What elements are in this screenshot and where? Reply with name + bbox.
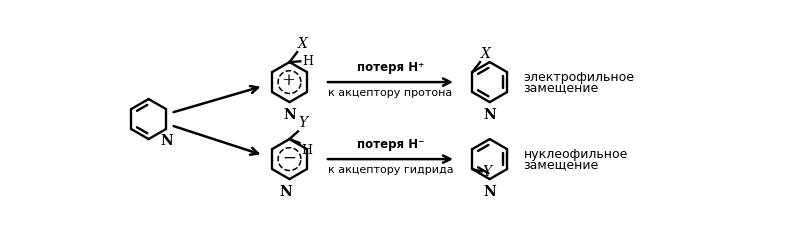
Text: Y: Y	[299, 116, 308, 130]
Text: +: +	[281, 72, 295, 89]
Text: нуклеофильное: нуклеофильное	[524, 148, 628, 161]
Text: N: N	[161, 134, 173, 149]
Text: −: −	[282, 150, 296, 167]
Text: H: H	[302, 55, 312, 68]
Text: к акцептору гидрида: к акцептору гидрида	[327, 165, 453, 175]
Text: электрофильное: электрофильное	[524, 71, 634, 84]
Text: X: X	[298, 36, 308, 51]
Text: N: N	[283, 108, 296, 122]
Text: замещение: замещение	[524, 82, 599, 95]
Text: потеря H⁺: потеря H⁺	[357, 61, 424, 74]
Text: потеря H⁻: потеря H⁻	[357, 138, 424, 151]
Text: X: X	[481, 47, 490, 61]
Text: N: N	[483, 185, 496, 199]
Text: Y: Y	[483, 165, 491, 179]
Text: N: N	[483, 108, 496, 122]
Text: H: H	[301, 144, 312, 157]
Text: N: N	[279, 185, 292, 199]
Text: замещение: замещение	[524, 159, 599, 172]
Text: к акцептору протона: к акцептору протона	[328, 88, 452, 98]
